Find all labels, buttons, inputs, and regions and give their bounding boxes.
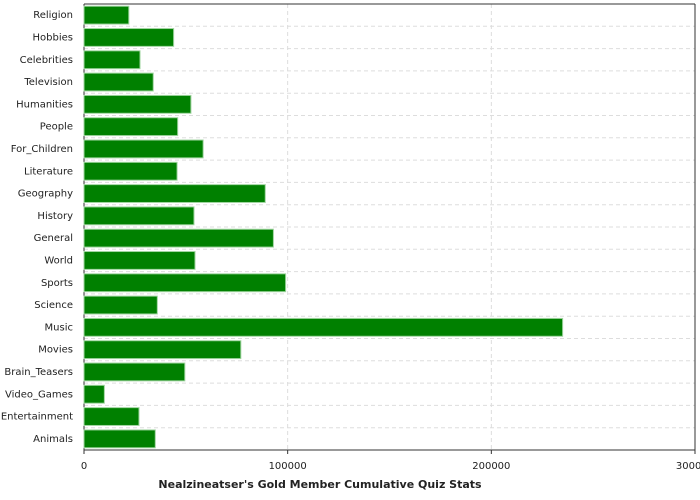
x-axis-label: Nealzineatser's Gold Member Cumulative Q… (158, 478, 482, 491)
x-tick-label: 100000 (269, 461, 307, 472)
y-tick-label: Brain_Teasers (4, 367, 73, 378)
bar (83, 407, 140, 426)
bar (83, 362, 186, 382)
y-tick-label: Sports (41, 278, 73, 289)
y-tick-label: World (44, 255, 73, 266)
bar (83, 206, 195, 226)
y-tick-label: Humanities (16, 99, 73, 110)
bar (83, 317, 564, 337)
y-tick-label: Music (45, 322, 73, 333)
y-tick-label: Hobbies (33, 32, 73, 43)
bar (83, 5, 130, 25)
y-tick-label: For_Children (11, 144, 73, 155)
x-tick-label: 0 (81, 461, 87, 472)
bar (83, 429, 156, 449)
bar (83, 117, 179, 137)
bar (83, 50, 141, 70)
bar (83, 384, 105, 404)
y-tick-label: General (34, 233, 73, 244)
bar (83, 94, 192, 114)
y-tick-label: People (40, 122, 73, 133)
bar (83, 228, 274, 248)
y-tick-label: Religion (33, 10, 73, 21)
y-tick-label: Literature (24, 166, 73, 177)
y-tick-label: History (37, 211, 73, 222)
bar (83, 161, 178, 181)
bar (83, 251, 196, 270)
bar (83, 273, 287, 293)
y-tick-label: Television (23, 77, 73, 88)
x-tick-label: 200000 (472, 461, 510, 472)
bar (83, 295, 158, 315)
y-tick-label: Animals (33, 434, 73, 445)
bar (83, 72, 154, 92)
y-tick-label: Geography (18, 189, 73, 200)
y-tick-label: Science (34, 300, 73, 311)
y-tick-label: Celebrities (20, 55, 73, 66)
bar (83, 28, 175, 47)
x-tick-label: 300000 (676, 461, 700, 472)
bar (83, 139, 204, 159)
bar (83, 184, 266, 203)
y-tick-label: Entertainment (1, 412, 73, 423)
y-tick-label: Movies (38, 345, 73, 356)
bar (83, 340, 242, 360)
y-tick-label: Video_Games (5, 389, 73, 400)
